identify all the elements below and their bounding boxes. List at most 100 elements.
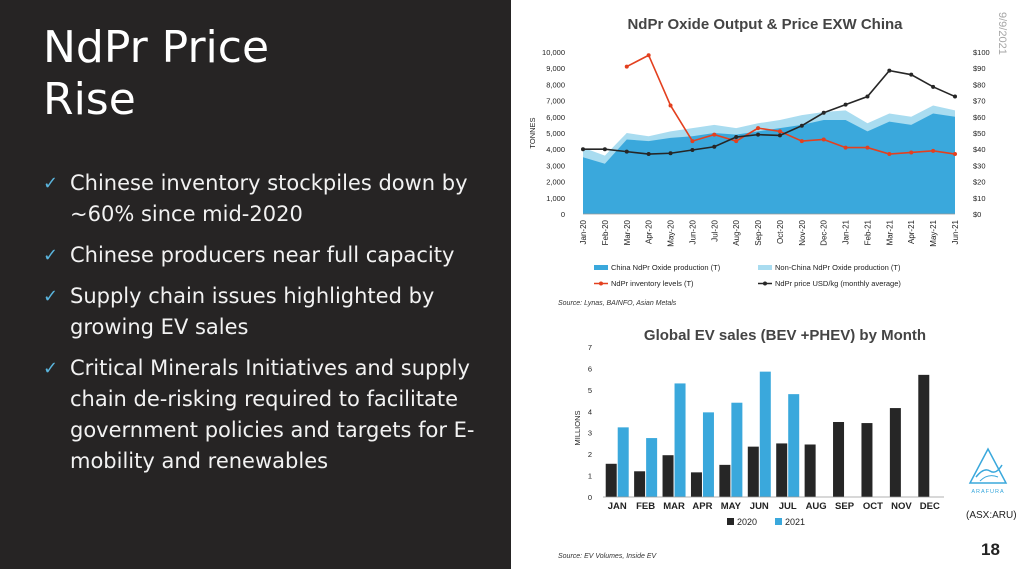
chart1-y2-tick: $50	[973, 129, 986, 138]
inventory-point	[624, 64, 629, 69]
chart1-y2-tick: $70	[973, 97, 986, 106]
bullet-item: ✓ Supply chain issues highlighted by grow…	[43, 281, 488, 343]
inventory-point	[777, 129, 782, 134]
inventory-point	[712, 132, 717, 137]
chart1-x-tick: Nov-20	[798, 219, 807, 245]
chart1-y2-tick: $90	[973, 64, 986, 73]
chart2-x-tick: MAY	[721, 501, 742, 512]
bar-2020	[861, 423, 873, 497]
bar-2021	[788, 394, 800, 497]
slide-title: NdPr Price Rise	[43, 22, 443, 126]
chart1-y2-tick: $100	[973, 48, 990, 57]
chart2-source: Source: EV Volumes, Inside EV	[558, 553, 657, 560]
chart2-x-tick: JAN	[608, 501, 627, 512]
bar-2021	[702, 412, 714, 497]
checkmark-icon: ✓	[43, 358, 59, 379]
chart2-x-tick: APR	[692, 501, 712, 512]
inventory-point	[646, 53, 651, 58]
chart1-x-tick: Jul-20	[710, 219, 719, 241]
price-point	[712, 144, 717, 149]
chart2-x-tick: MAR	[663, 501, 685, 512]
checkmark-icon: ✓	[43, 245, 59, 266]
chart1-x-tick: Aug-20	[732, 219, 741, 245]
chart1-legend-label: NdPr price USD/kg (monthly average)	[775, 279, 901, 288]
chart1-y-tick: 4,000	[546, 145, 565, 154]
chart1-y2-tick: $60	[973, 113, 986, 122]
price-point	[843, 102, 848, 107]
chart1-x-tick: Apr-21	[907, 219, 916, 244]
chart1-x-tick: Jun-20	[688, 219, 697, 244]
chart1-y2-tick: $80	[973, 80, 986, 89]
bar-2020	[662, 455, 674, 497]
bar-2021	[617, 427, 629, 497]
chart1-legend-label: China NdPr Oxide production (T)	[611, 263, 721, 272]
chart1-source: Source: Lynas, BAINFO, Asian Metals	[558, 300, 677, 307]
chart1-x-tick: Oct-20	[776, 219, 785, 244]
svg-text:ARAFURA: ARAFURA	[971, 489, 1004, 495]
inventory-point	[799, 139, 804, 144]
price-point	[777, 133, 782, 138]
bar-2021	[759, 371, 771, 497]
left-panel	[0, 0, 511, 569]
price-point	[821, 110, 826, 115]
chart1-legend-label: Non-China NdPr Oxide production (T)	[775, 263, 901, 272]
chart2-y-tick: 6	[588, 364, 592, 373]
inventory-point	[953, 152, 957, 157]
inventory-point	[909, 150, 914, 155]
bullet-item: ✓ Chinese producers near full capacity	[43, 240, 488, 271]
chart1-y-tick: 6,000	[546, 113, 565, 122]
bar-2021	[674, 383, 686, 497]
price-point	[646, 152, 651, 157]
chart1-y-tick: 7,000	[546, 97, 565, 106]
inventory-line	[626, 54, 956, 155]
chart2-y-tick: 7	[588, 343, 592, 352]
chart1-legend-marker	[599, 281, 603, 286]
checkmark-icon: ✓	[43, 173, 59, 194]
chart2-x-tick: JUL	[779, 501, 797, 512]
chart2-x-tick: SEP	[835, 501, 855, 512]
chart2-y-tick: 2	[588, 450, 592, 459]
bar-2020	[719, 464, 731, 497]
title-line-1: NdPr Price	[43, 22, 270, 73]
chart1-x-tick: Feb-20	[601, 219, 610, 245]
price-point	[581, 147, 585, 152]
chart1-y-tick: 0	[561, 210, 565, 219]
china-production-area	[583, 113, 955, 214]
chart2-x-tick: FEB	[636, 501, 655, 512]
slide-date: 9/9/2021	[996, 12, 1008, 55]
price-point	[690, 148, 695, 153]
price-point	[931, 84, 936, 89]
price-point	[624, 149, 629, 154]
chart1-y2-tick: $40	[973, 145, 986, 154]
chart1-y-tick: 1,000	[546, 194, 565, 203]
chart2-y-tick: 0	[588, 493, 592, 502]
chart1-y2-tick: $0	[973, 210, 981, 219]
chart1-title: NdPr Oxide Output & Price EXW China	[627, 16, 903, 33]
arafura-logo-icon: ARAFURA	[968, 447, 1008, 495]
inventory-point	[690, 139, 695, 144]
chart1-x-tick: Feb-21	[863, 219, 872, 245]
inventory-point	[865, 145, 870, 150]
chart1-legend-swatch	[758, 265, 772, 270]
chart1-legend-label: NdPr inventory levels (T)	[611, 279, 694, 288]
chart2-x-tick: NOV	[891, 501, 912, 512]
inventory-point	[734, 139, 739, 144]
price-point	[909, 72, 914, 77]
chart1-y-label: TONNES	[528, 117, 537, 148]
chart1-y-tick: 9,000	[546, 64, 565, 73]
chart2-x-tick: JUN	[750, 501, 769, 512]
bar-2021	[646, 438, 658, 497]
chart2-y-tick: 1	[588, 472, 592, 481]
chart2-legend-label: 2020	[737, 517, 757, 527]
price-point	[756, 132, 761, 137]
inventory-point	[756, 126, 761, 131]
title-line-2: Rise	[43, 74, 136, 125]
chart1-y2-tick: $30	[973, 161, 986, 170]
checkmark-icon: ✓	[43, 286, 59, 307]
chart1-x-tick: Jan-21	[842, 219, 851, 244]
inventory-point	[887, 152, 892, 157]
chart2-y-tick: 5	[588, 386, 592, 395]
bar-2020	[634, 471, 646, 497]
chart2-legend-label: 2021	[785, 517, 805, 527]
